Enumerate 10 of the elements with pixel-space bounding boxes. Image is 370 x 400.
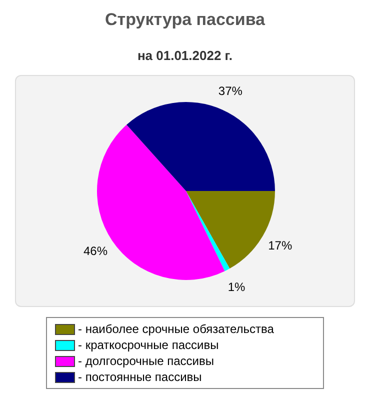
legend-label: - постоянные пассивы xyxy=(78,370,202,384)
data-label: 17% xyxy=(268,238,292,252)
legend-label: - долгосрочные пассивы xyxy=(78,354,214,368)
chart-subtitle: на 01.01.2022 г. xyxy=(136,48,234,63)
legend-label: - наиболее срочные обязательства xyxy=(78,322,274,336)
chart-title: Структура пассива xyxy=(104,10,266,30)
data-label: 37% xyxy=(218,84,243,98)
legend-label: - краткосрочные пассивы xyxy=(78,338,219,352)
data-label: 46% xyxy=(83,244,108,258)
data-label: 1% xyxy=(228,280,246,294)
